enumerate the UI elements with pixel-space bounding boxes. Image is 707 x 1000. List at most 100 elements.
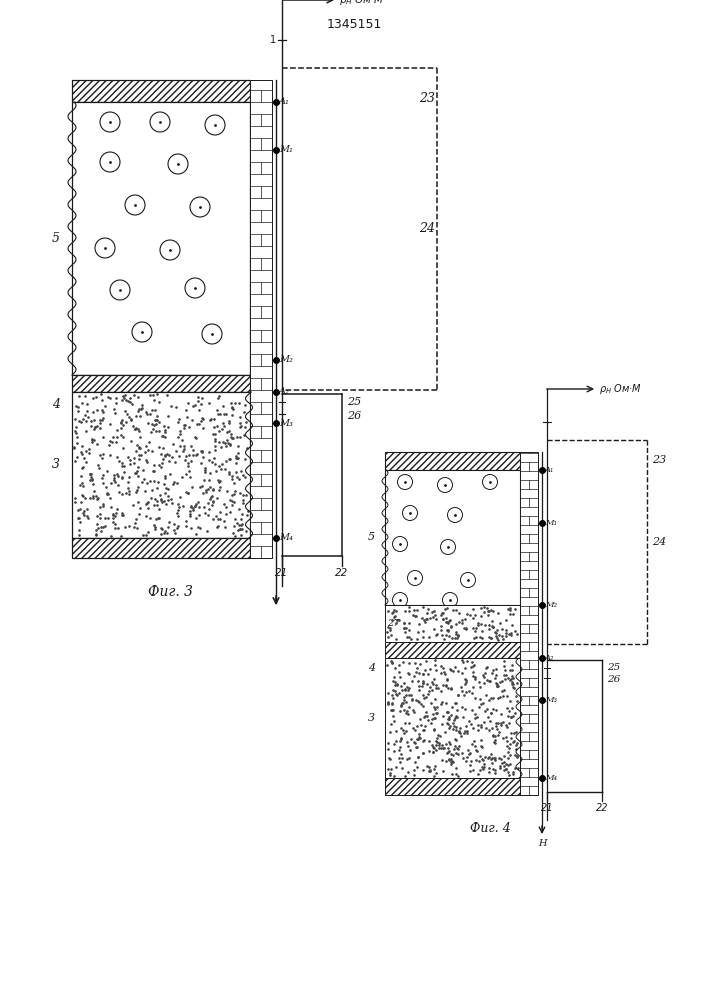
Point [511, 626, 522, 642]
Point [424, 762, 436, 778]
Point [412, 731, 423, 747]
Point [228, 494, 240, 510]
Point [173, 518, 184, 534]
Point [116, 528, 127, 544]
Point [428, 671, 440, 687]
Point [436, 618, 447, 634]
Point [493, 750, 505, 766]
Point [230, 450, 242, 466]
Point [172, 520, 183, 536]
Point [138, 471, 149, 487]
Point [71, 449, 83, 465]
Point [430, 627, 441, 643]
Point [450, 626, 461, 642]
Point [153, 394, 165, 410]
Point [447, 663, 458, 679]
Text: Фиг. 4: Фиг. 4 [469, 822, 510, 835]
Point [396, 730, 407, 746]
Point [443, 743, 455, 759]
Point [417, 673, 428, 689]
Point [180, 466, 192, 482]
Point [69, 411, 81, 427]
Point [160, 496, 172, 512]
Point [136, 401, 147, 417]
Point [186, 412, 197, 428]
Point [490, 625, 501, 641]
Point [387, 682, 399, 698]
Point [436, 658, 447, 674]
Point [190, 526, 201, 542]
Point [501, 738, 513, 754]
Point [487, 690, 498, 706]
Point [422, 708, 433, 724]
Point [214, 504, 226, 520]
Point [414, 730, 426, 746]
Point [130, 408, 141, 424]
Point [220, 435, 231, 451]
Point [412, 624, 423, 640]
Point [185, 503, 196, 519]
Point [158, 428, 169, 444]
Point [125, 412, 136, 428]
Point [390, 615, 402, 631]
Point [440, 678, 452, 694]
Text: 26: 26 [607, 676, 620, 684]
Point [164, 466, 175, 482]
Point [498, 631, 509, 647]
Point [128, 519, 139, 535]
Point [456, 612, 467, 628]
Point [236, 506, 247, 522]
Point [199, 464, 211, 480]
Point [427, 706, 438, 722]
Point [456, 745, 467, 761]
Point [189, 429, 201, 445]
Point [423, 712, 434, 728]
Point [453, 738, 464, 754]
Point [234, 517, 245, 533]
Point [391, 676, 402, 692]
Point [145, 473, 156, 489]
Point [77, 487, 88, 503]
Point [159, 523, 170, 539]
Point [393, 742, 404, 758]
Point [170, 525, 181, 541]
Point [226, 429, 237, 445]
Point [439, 664, 450, 680]
Point [460, 701, 471, 717]
Point [160, 485, 171, 501]
Point [228, 525, 239, 541]
Point [230, 448, 242, 464]
Point [74, 477, 86, 493]
Point [488, 603, 499, 619]
Point [178, 438, 189, 454]
Point [486, 751, 497, 767]
Text: 23: 23 [419, 92, 435, 104]
Point [88, 432, 100, 448]
Point [218, 398, 229, 414]
Point [382, 619, 394, 635]
Point [140, 496, 151, 512]
Point [202, 481, 214, 497]
Point [496, 673, 508, 689]
Point [490, 732, 501, 748]
Point [411, 664, 422, 680]
Point [153, 414, 164, 430]
Point [450, 719, 461, 735]
Point [469, 623, 480, 639]
Point [69, 453, 81, 469]
Point [163, 419, 174, 435]
Point [407, 702, 419, 718]
Point [460, 753, 472, 769]
Point [382, 761, 394, 777]
Point [86, 413, 97, 429]
Point [469, 706, 481, 722]
Point [82, 409, 93, 425]
Point [193, 416, 204, 432]
Point [75, 414, 86, 430]
Point [477, 739, 488, 755]
Point [417, 675, 428, 691]
Point [438, 660, 449, 676]
Point [452, 741, 463, 757]
Text: 3: 3 [368, 713, 375, 723]
Point [443, 709, 455, 725]
